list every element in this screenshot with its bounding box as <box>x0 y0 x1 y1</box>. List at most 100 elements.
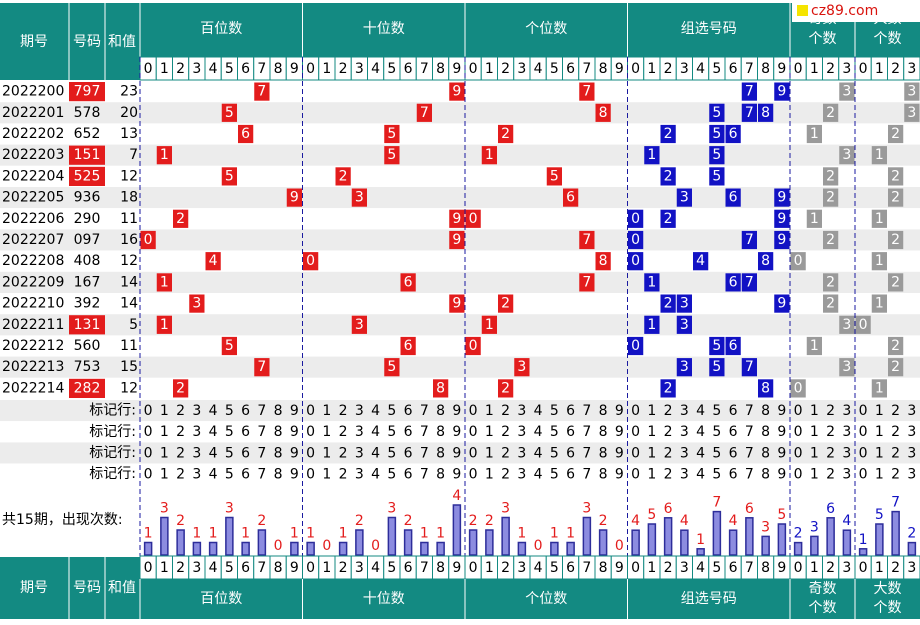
digit-label: 2 <box>176 424 185 440</box>
watermark-icon <box>797 5 808 16</box>
group-digit: 0 <box>631 211 640 227</box>
digit-label: 3 <box>192 560 201 576</box>
big-digit: 3 <box>907 84 916 100</box>
count-value: 1 <box>517 526 526 542</box>
count-bar <box>501 516 510 556</box>
digit-label: 0 <box>144 560 153 576</box>
digit-label: 9 <box>615 403 624 419</box>
digit-label: 1 <box>485 61 494 77</box>
digit-label: 4 <box>371 560 380 576</box>
digit-label: 7 <box>420 467 429 483</box>
count-value: 6 <box>826 501 835 517</box>
digit-label: 1 <box>647 560 656 576</box>
group-digit: 3 <box>680 317 689 333</box>
position-cell <box>449 230 465 250</box>
big-cell <box>888 273 904 292</box>
odd-cell <box>790 252 806 271</box>
count-value: 2 <box>469 513 478 529</box>
digit-label: 7 <box>745 445 754 461</box>
digit-label: 8 <box>274 61 283 77</box>
position-digit: 7 <box>582 274 591 290</box>
count-value: 5 <box>647 507 656 523</box>
digit-label: 4 <box>371 403 380 419</box>
number-highlight <box>69 378 105 398</box>
group-digit: 2 <box>664 211 673 227</box>
position-cell <box>384 146 400 165</box>
mark-row-label: 标记行: <box>89 424 136 440</box>
digit-label: 6 <box>566 445 575 461</box>
row-bg <box>0 356 920 378</box>
digit-label: 8 <box>599 403 608 419</box>
count-bar <box>712 510 722 556</box>
row-bg <box>0 377 920 399</box>
position-cell <box>579 273 595 292</box>
big-cell <box>904 103 920 122</box>
position-digit: 5 <box>225 105 234 121</box>
digit-label: 9 <box>615 467 624 483</box>
position-digit: 2 <box>339 168 348 184</box>
position-digit: 0 <box>144 232 153 248</box>
digit-label: 0 <box>469 61 478 77</box>
digit-label: 5 <box>712 467 721 483</box>
digit-label: 0 <box>859 424 868 440</box>
count-bar <box>225 516 234 556</box>
group-cell <box>676 315 692 334</box>
count-bar <box>517 541 527 556</box>
digit-label: 2 <box>176 467 185 483</box>
odd-digit: 2 <box>826 190 835 206</box>
digit-label: 4 <box>209 61 218 77</box>
position-cell <box>351 315 367 334</box>
issue: 2022201 <box>2 105 64 121</box>
position-cell <box>514 358 530 377</box>
digit-label: 8 <box>599 560 608 576</box>
group-cell <box>644 315 660 334</box>
group-digit: 9 <box>777 84 786 100</box>
digit-label: 9 <box>452 424 461 440</box>
issue: 2022205 <box>2 190 64 206</box>
digit-label: 8 <box>761 424 770 440</box>
group-digit: 8 <box>761 253 770 269</box>
digit-label: 5 <box>225 445 234 461</box>
count-value: 1 <box>144 526 153 542</box>
digit-label: 6 <box>404 445 413 461</box>
sum: 13 <box>120 126 138 142</box>
digit-label: 9 <box>290 560 299 576</box>
digit-label: 7 <box>582 424 591 440</box>
digit-label: 7 <box>582 560 591 576</box>
digit-label: 4 <box>534 445 543 461</box>
digit-label: 6 <box>404 560 413 576</box>
position-cell <box>563 188 579 207</box>
odd-cell <box>823 294 839 313</box>
digit-cell <box>903 56 920 81</box>
digit-label: 4 <box>534 467 543 483</box>
digit-label: 0 <box>794 445 803 461</box>
issue: 2022200 <box>2 84 64 100</box>
section-title: 组选号码 <box>681 21 737 37</box>
position-digit: 9 <box>452 211 461 227</box>
group-cell <box>709 103 725 122</box>
row-bg <box>0 463 920 485</box>
digit-label: 1 <box>647 61 656 77</box>
digit-label: 1 <box>810 560 819 576</box>
sum: 12 <box>120 380 138 396</box>
count-bar <box>631 529 640 556</box>
digit-label: 9 <box>290 403 299 419</box>
big-digit: 2 <box>891 274 900 290</box>
digit-label: 2 <box>501 61 510 77</box>
count-bar <box>842 529 852 556</box>
position-cell <box>156 273 172 292</box>
odd-digit: 2 <box>826 168 835 184</box>
sum: 23 <box>120 84 138 100</box>
count-bar <box>306 541 315 556</box>
count-bar <box>192 541 202 556</box>
digit-label: 5 <box>550 424 559 440</box>
count-value: 7 <box>891 495 900 511</box>
digit-label: 5 <box>387 61 396 77</box>
digit-label: 9 <box>452 445 461 461</box>
digit-label: 1 <box>875 61 884 77</box>
digit-label: 2 <box>339 560 348 576</box>
row-bg <box>0 102 920 124</box>
digit-label: 8 <box>436 424 445 440</box>
sum: 5 <box>129 317 138 333</box>
number: 797 <box>74 84 101 100</box>
